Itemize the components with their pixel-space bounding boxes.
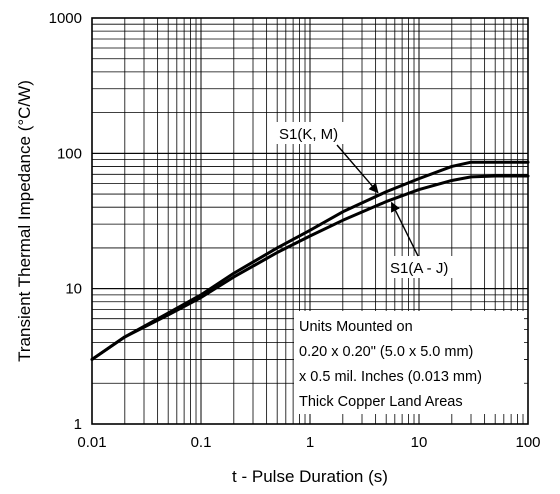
annotation-s1-km: S1(K, M) <box>279 126 338 143</box>
note-line-4: Thick Copper Land Areas <box>299 394 463 410</box>
annotation-s1-aj: S1(A - J) <box>390 260 448 277</box>
note-line-3: x 0.5 mil. Inches (0.013 mm) <box>299 369 482 385</box>
series-layer <box>90 160 530 361</box>
note-line-2: 0.20 x 0.20" (5.0 x 5.0 mm) <box>299 344 473 360</box>
y-axis-title: Transient Thermal Impedance (°C/W) <box>15 80 34 362</box>
annotation-bg-s1-km <box>276 122 352 144</box>
tick-labels: 0.01 0.1 1 10 100 1 10 100 1000 <box>49 10 541 451</box>
series-line-1 <box>90 160 530 361</box>
x-tick-label: 0.1 <box>191 434 212 451</box>
x-tick-label: 100 <box>515 434 540 451</box>
x-axis-title: t - Pulse Duration (s) <box>232 467 388 486</box>
annotation-bg-s1-aj <box>387 256 465 278</box>
note-box: Units Mounted on 0.20 x 0.20" (5.0 x 5.0… <box>294 311 524 414</box>
annotation-arrow-s1-aj <box>390 201 419 257</box>
y-tick-label: 1000 <box>49 10 82 27</box>
note-line-1: Units Mounted on <box>299 319 413 335</box>
annotation-arrow-s1-km <box>336 144 379 194</box>
annotation-arrows <box>336 144 419 257</box>
series-line-2 <box>90 174 530 361</box>
y-tick-label: 10 <box>65 281 82 298</box>
x-tick-label: 0.01 <box>77 434 106 451</box>
note-box-background <box>294 311 524 414</box>
x-tick-label: 10 <box>411 434 428 451</box>
annotations: S1(K, M) S1(A - J) <box>276 122 465 278</box>
y-tick-label: 100 <box>57 145 82 162</box>
y-tick-label: 1 <box>74 416 82 433</box>
x-tick-label: 1 <box>306 434 314 451</box>
plot-frame <box>91 17 529 425</box>
